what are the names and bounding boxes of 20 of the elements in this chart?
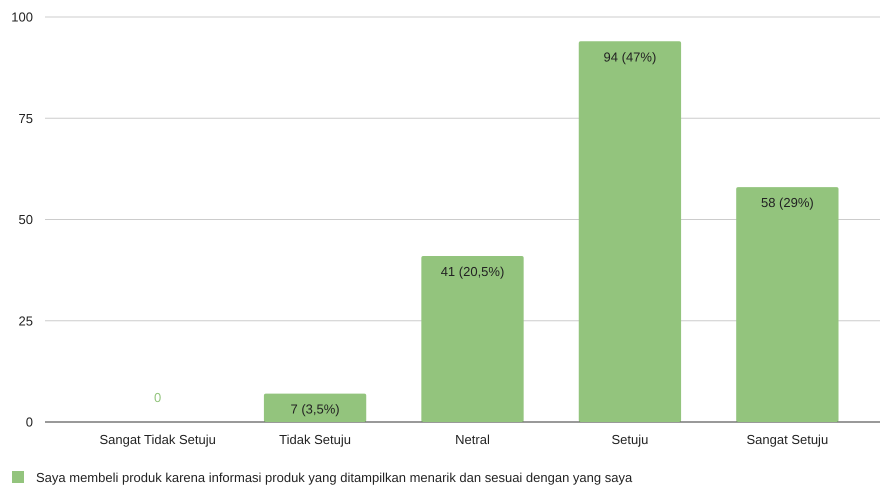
y-tick-label: 25 xyxy=(18,313,33,328)
data-label: 94 (47%) xyxy=(604,49,656,64)
data-label: 58 (29%) xyxy=(760,195,814,210)
legend-label: Saya membeli produk karena informasi produk yang ditampilkan menarik dan sesuai dengan yang saya xyxy=(36,470,633,485)
x-tick-label: Netral xyxy=(455,432,490,447)
x-tick-label: Tidak Setuju xyxy=(279,432,351,447)
bar xyxy=(264,394,366,422)
data-label: 0 xyxy=(154,390,162,405)
y-tick-label: 0 xyxy=(26,414,33,430)
bar xyxy=(736,187,839,422)
bar xyxy=(421,256,524,422)
y-tick-label: 100 xyxy=(11,10,33,25)
x-tick-label: Setuju xyxy=(611,432,648,447)
y-tick-label: 75 xyxy=(18,110,33,126)
bar xyxy=(578,41,682,422)
x-tick-label: Sangat Setuju xyxy=(746,432,828,447)
data-label: 7 (3,5%) xyxy=(290,402,340,417)
data-label: 41 (20,5%) xyxy=(440,264,504,279)
x-tick-label: Sangat Tidak Setuju xyxy=(99,432,216,447)
y-tick-label: 50 xyxy=(18,212,33,228)
